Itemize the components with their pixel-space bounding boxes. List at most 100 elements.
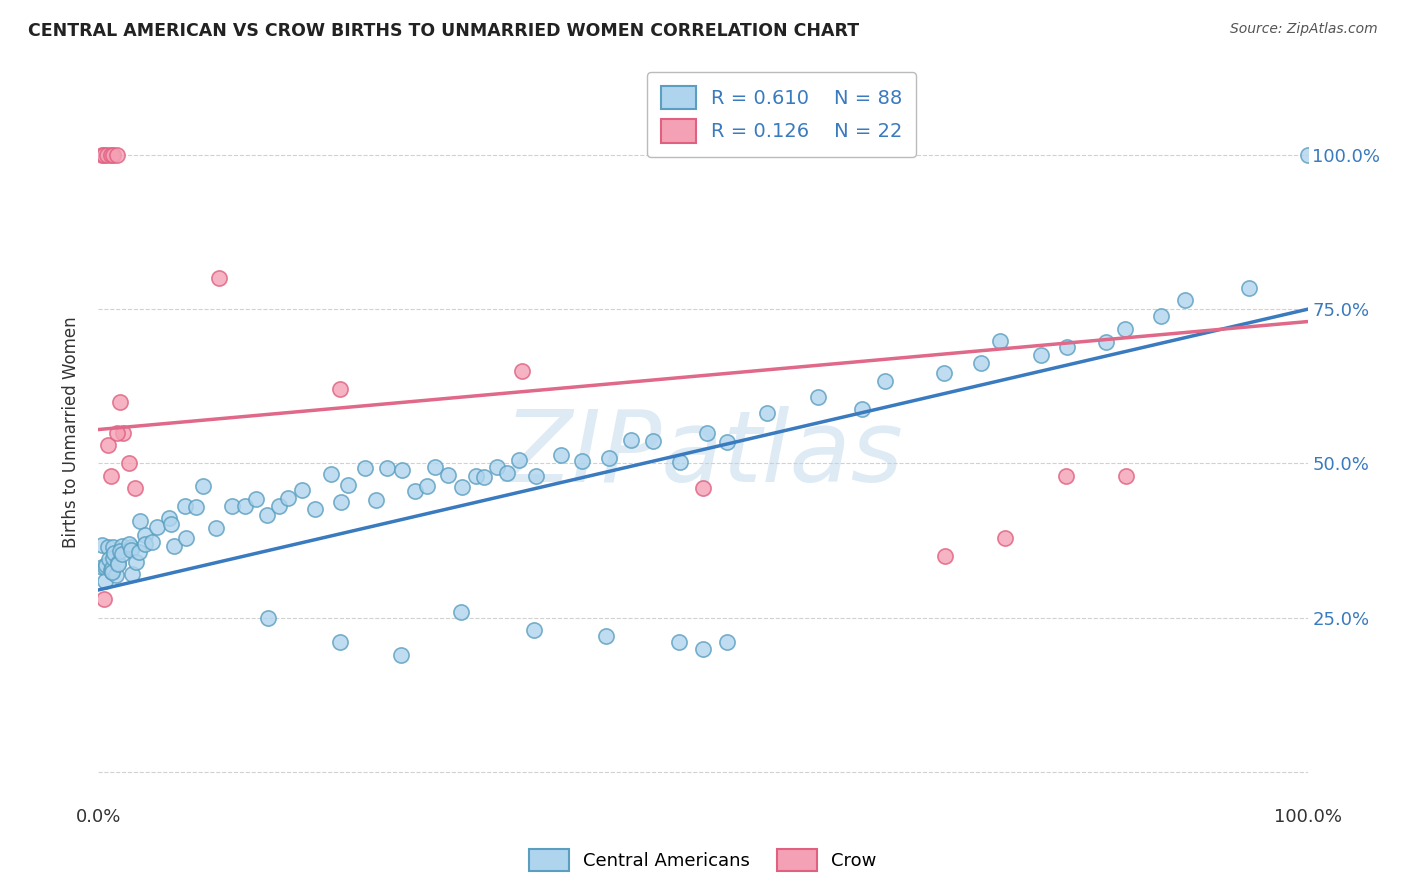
Point [160, 516, 183, 531]
Point [598, 450, 620, 465]
Point [1149, 309, 1171, 323]
Point [245, 491, 267, 506]
Point [124, 481, 146, 495]
Point [990, 334, 1012, 348]
Point [221, 499, 243, 513]
Point [464, 468, 486, 483]
Point [1054, 468, 1077, 483]
Legend: Central Americans, Crow: Central Americans, Crow [522, 842, 884, 879]
Point [337, 478, 360, 492]
Point [550, 448, 572, 462]
Point [595, 629, 617, 643]
Point [107, 557, 129, 571]
Point [510, 364, 533, 378]
Point [110, 544, 132, 558]
Point [100, 148, 122, 162]
Point [96, 558, 118, 573]
Point [404, 483, 426, 498]
Point [416, 479, 439, 493]
Point [163, 539, 186, 553]
Legend: R = 0.610    N = 88, R = 0.126    N = 22: R = 0.610 N = 88, R = 0.126 N = 22 [647, 72, 917, 157]
Point [756, 406, 779, 420]
Point [451, 480, 474, 494]
Point [495, 467, 517, 481]
Point [994, 531, 1017, 545]
Point [389, 648, 412, 662]
Point [101, 148, 124, 162]
Point [716, 434, 738, 449]
Point [128, 514, 150, 528]
Point [101, 566, 124, 580]
Point [146, 520, 169, 534]
Point [319, 467, 342, 481]
Point [508, 453, 530, 467]
Point [101, 551, 124, 566]
Point [233, 499, 256, 513]
Point [1296, 148, 1319, 162]
Point [620, 433, 643, 447]
Point [329, 383, 352, 397]
Point [208, 271, 231, 285]
Point [105, 148, 128, 162]
Text: CENTRAL AMERICAN VS CROW BIRTHS TO UNMARRIED WOMEN CORRELATION CHART: CENTRAL AMERICAN VS CROW BIRTHS TO UNMAR… [28, 22, 859, 40]
Point [692, 641, 714, 656]
Point [256, 508, 278, 522]
Point [437, 467, 460, 482]
Point [329, 635, 352, 649]
Point [1094, 335, 1116, 350]
Point [523, 623, 546, 637]
Point [94, 560, 117, 574]
Point [108, 394, 131, 409]
Point [716, 635, 738, 649]
Point [100, 468, 122, 483]
Point [107, 557, 129, 571]
Point [932, 366, 955, 380]
Point [851, 402, 873, 417]
Point [354, 461, 377, 475]
Point [103, 546, 125, 560]
Point [104, 568, 127, 582]
Point [970, 356, 993, 370]
Point [105, 425, 128, 440]
Point [696, 425, 718, 440]
Point [125, 555, 148, 569]
Point [121, 566, 143, 581]
Point [97, 438, 120, 452]
Point [485, 459, 508, 474]
Point [291, 483, 314, 497]
Point [118, 457, 141, 471]
Point [571, 454, 593, 468]
Point [668, 455, 690, 469]
Point [1029, 348, 1052, 362]
Point [91, 148, 114, 162]
Point [93, 148, 115, 162]
Point [375, 460, 398, 475]
Point [96, 148, 118, 162]
Point [330, 494, 353, 508]
Point [111, 539, 134, 553]
Point [472, 470, 495, 484]
Point [423, 460, 446, 475]
Text: ZIPatlas: ZIPatlas [503, 407, 903, 503]
Point [120, 541, 142, 555]
Point [98, 552, 121, 566]
Text: Source: ZipAtlas.com: Source: ZipAtlas.com [1230, 22, 1378, 37]
Point [90, 538, 112, 552]
Point [806, 390, 828, 404]
Point [128, 544, 150, 558]
Point [191, 479, 214, 493]
Point [120, 543, 142, 558]
Point [97, 540, 120, 554]
Point [524, 469, 547, 483]
Point [141, 535, 163, 549]
Point [1115, 468, 1137, 483]
Point [641, 434, 664, 448]
Point [101, 565, 124, 579]
Point [205, 521, 228, 535]
Point [256, 610, 278, 624]
Point [391, 463, 413, 477]
Point [934, 549, 956, 563]
Point [304, 502, 326, 516]
Point [118, 537, 141, 551]
Point [134, 527, 156, 541]
